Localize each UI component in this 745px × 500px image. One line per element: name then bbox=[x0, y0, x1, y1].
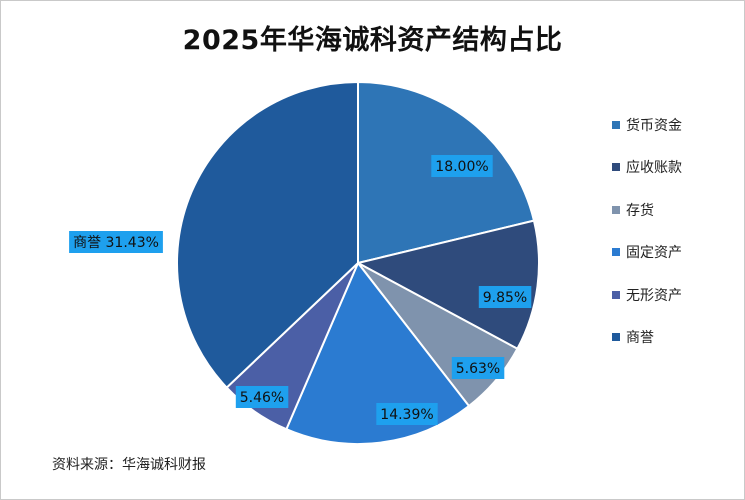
legend-item-intangible-assets: 无形资产 bbox=[612, 284, 682, 305]
svg-text:14.39%: 14.39% bbox=[380, 407, 433, 423]
legend-label: 应收账款 bbox=[626, 160, 682, 176]
legend-swatch bbox=[612, 163, 620, 171]
pie-slice-fixed-assets bbox=[285, 261, 471, 445]
legend-label: 存货 bbox=[626, 202, 654, 219]
legend-swatch bbox=[612, 248, 620, 256]
svg-text:9.85%: 9.85% bbox=[483, 290, 527, 306]
legend-swatch bbox=[612, 205, 620, 214]
legend-label: 无形资产 bbox=[626, 287, 682, 304]
legend-item-fixed-assets: 固定资产 bbox=[612, 242, 682, 263]
pie-slice-receivables bbox=[355, 219, 540, 351]
svg-text:商誉 31.43%: 商誉 31.43% bbox=[73, 235, 159, 251]
legend-item-cash: 货币资金 bbox=[612, 114, 682, 135]
legend-swatch bbox=[612, 290, 620, 299]
legend-label: 固定资产 bbox=[626, 245, 682, 261]
legend-swatch bbox=[612, 333, 620, 341]
data-label-inventory: 5.63% bbox=[451, 357, 505, 379]
data-label-intangible-assets: 5.46% bbox=[235, 386, 289, 408]
pie-slice-goodwill bbox=[176, 80, 359, 389]
legend-label: 货币资金 bbox=[626, 117, 682, 134]
legend-swatch bbox=[612, 120, 620, 129]
legend-label: 商誉 bbox=[626, 330, 654, 346]
data-label-cash: 18.00% bbox=[431, 155, 493, 177]
svg-text:5.63%: 5.63% bbox=[456, 361, 500, 377]
legend: 货币资金应收账款存货固定资产无形资产商誉 bbox=[612, 114, 682, 369]
legend-item-inventory: 存货 bbox=[612, 199, 682, 220]
legend-item-receivables: 应收账款 bbox=[612, 157, 682, 178]
data-label-fixed-assets: 14.39% bbox=[376, 403, 438, 425]
chart-title: 2025年华海诚科资产结构占比 bbox=[182, 25, 563, 56]
legend-item-goodwill: 商誉 bbox=[612, 327, 682, 348]
source-note: 资料来源：华海诚科财报 bbox=[52, 457, 206, 473]
data-label-receivables: 9.85% bbox=[478, 286, 532, 308]
svg-text:18.00%: 18.00% bbox=[435, 159, 488, 175]
svg-text:5.46%: 5.46% bbox=[240, 390, 284, 406]
data-label-goodwill: 商誉 31.43% bbox=[69, 231, 163, 253]
